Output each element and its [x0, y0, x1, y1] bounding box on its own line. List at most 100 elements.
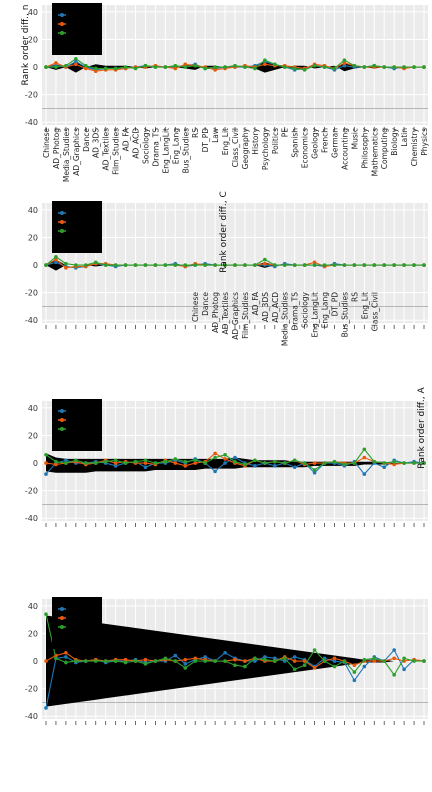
series-point-3 — [193, 659, 198, 663]
y-tick-label: -40 — [25, 712, 38, 721]
series-point-2 — [193, 461, 198, 465]
series-point-3 — [103, 66, 108, 71]
x-category-label: Chinese — [191, 292, 200, 322]
legend-marker-2 — [60, 418, 64, 422]
series-point-2 — [44, 659, 48, 663]
legend-box — [52, 3, 102, 55]
series-point-3 — [74, 56, 78, 61]
series-point-3 — [272, 459, 277, 464]
series-point-3 — [213, 263, 217, 267]
series-point-3 — [282, 65, 287, 69]
x-category-label: AD_3DS — [261, 292, 270, 322]
series-point-2 — [263, 261, 267, 266]
series-point-1 — [402, 667, 406, 672]
series-point-2 — [54, 257, 58, 262]
x-category-label: AD_FA — [122, 127, 131, 151]
series-point-3 — [74, 263, 78, 267]
series-point-1 — [74, 59, 78, 64]
series-point-3 — [422, 659, 426, 663]
series-point-1 — [352, 678, 357, 683]
x-category-label: Economics — [301, 128, 310, 168]
y-tick-label: 0 — [33, 657, 38, 666]
x-category-label: Eng_LangLit — [161, 128, 170, 174]
y-tick-label: -40 — [25, 514, 38, 523]
series-point-3 — [282, 263, 287, 267]
series-point-1 — [342, 63, 347, 68]
x-category-label: Computing — [380, 128, 389, 169]
series-point-3 — [263, 657, 267, 662]
series-point-3 — [213, 65, 217, 69]
series-point-3 — [322, 65, 327, 69]
x-category-label: DT_PD — [330, 292, 339, 317]
series-point-3 — [143, 63, 148, 68]
series-point-3 — [183, 459, 188, 464]
y-tick-label: -40 — [25, 118, 38, 127]
legend-marker-3 — [60, 31, 64, 35]
x-category-label: AD_Photog — [211, 292, 220, 333]
series-point-2 — [312, 260, 317, 265]
series-point-2 — [372, 659, 377, 663]
series-point-2 — [392, 462, 396, 467]
series-point-1 — [332, 659, 337, 663]
legend-marker-3 — [60, 229, 64, 233]
series-point-2 — [64, 266, 68, 270]
series-point-3 — [372, 63, 377, 68]
series-point-3 — [103, 459, 108, 464]
series-point-1 — [322, 656, 327, 661]
legend-marker-1 — [60, 13, 64, 17]
series-point-3 — [332, 263, 337, 267]
series-point-3 — [332, 459, 337, 464]
series-point-3 — [382, 65, 387, 69]
x-category-label: Media_Studies — [281, 292, 290, 346]
x-category-label: Geology — [311, 127, 320, 158]
series-point-3 — [74, 458, 78, 463]
series-point-3 — [382, 659, 387, 663]
series-point-1 — [113, 464, 118, 468]
series-point-3 — [302, 663, 307, 668]
x-category-label: AD_3DS — [92, 128, 101, 158]
series-point-1 — [64, 655, 68, 659]
series-point-3 — [173, 659, 178, 663]
chart-panel-2: 40 20 0 -20 -40 Rank order diff., C Chinese Dan… — [25, 191, 428, 346]
series-point-1 — [233, 455, 237, 460]
series-point-3 — [193, 63, 198, 68]
legend-marker-2 — [60, 616, 64, 620]
series-point-1 — [382, 465, 387, 470]
series-point-3 — [223, 659, 227, 663]
series-point-3 — [183, 666, 188, 670]
x-category-label: Dance — [82, 128, 91, 152]
x-category-label: Sociology — [141, 127, 150, 164]
y-tick-label: 40 — [28, 602, 38, 611]
x-category-label: Drama_TS — [291, 292, 300, 331]
series-point-3 — [153, 263, 158, 267]
series-point-3 — [64, 261, 68, 266]
series-point-3 — [402, 656, 406, 661]
series-point-1 — [223, 650, 227, 655]
series-point-3 — [342, 462, 347, 467]
series-point-3 — [93, 659, 98, 663]
y-axis-label: Rank order diff., A — [417, 386, 427, 468]
x-category-label: Eng_Lit — [360, 292, 369, 319]
legend-box — [52, 399, 102, 451]
series-point-3 — [382, 461, 387, 465]
legend-marker-2 — [60, 220, 64, 224]
series-point-2 — [54, 462, 58, 467]
series-point-1 — [362, 664, 367, 669]
series-point-3 — [372, 459, 377, 464]
series-point-1 — [44, 472, 48, 476]
y-tick-label: -20 — [25, 487, 38, 496]
series-point-3 — [203, 659, 207, 663]
series-point-3 — [243, 65, 247, 69]
series-point-3 — [54, 656, 58, 661]
series-point-3 — [183, 263, 188, 267]
series-point-3 — [312, 468, 317, 472]
series-point-2 — [233, 657, 237, 662]
series-point-3 — [412, 65, 416, 69]
series-point-1 — [44, 706, 48, 710]
series-point-3 — [352, 263, 357, 267]
x-category-label: German — [330, 128, 339, 158]
series-point-3 — [302, 461, 307, 465]
x-category-label: Chinese — [42, 128, 51, 158]
x-category-label: AD_ACD — [271, 292, 280, 323]
